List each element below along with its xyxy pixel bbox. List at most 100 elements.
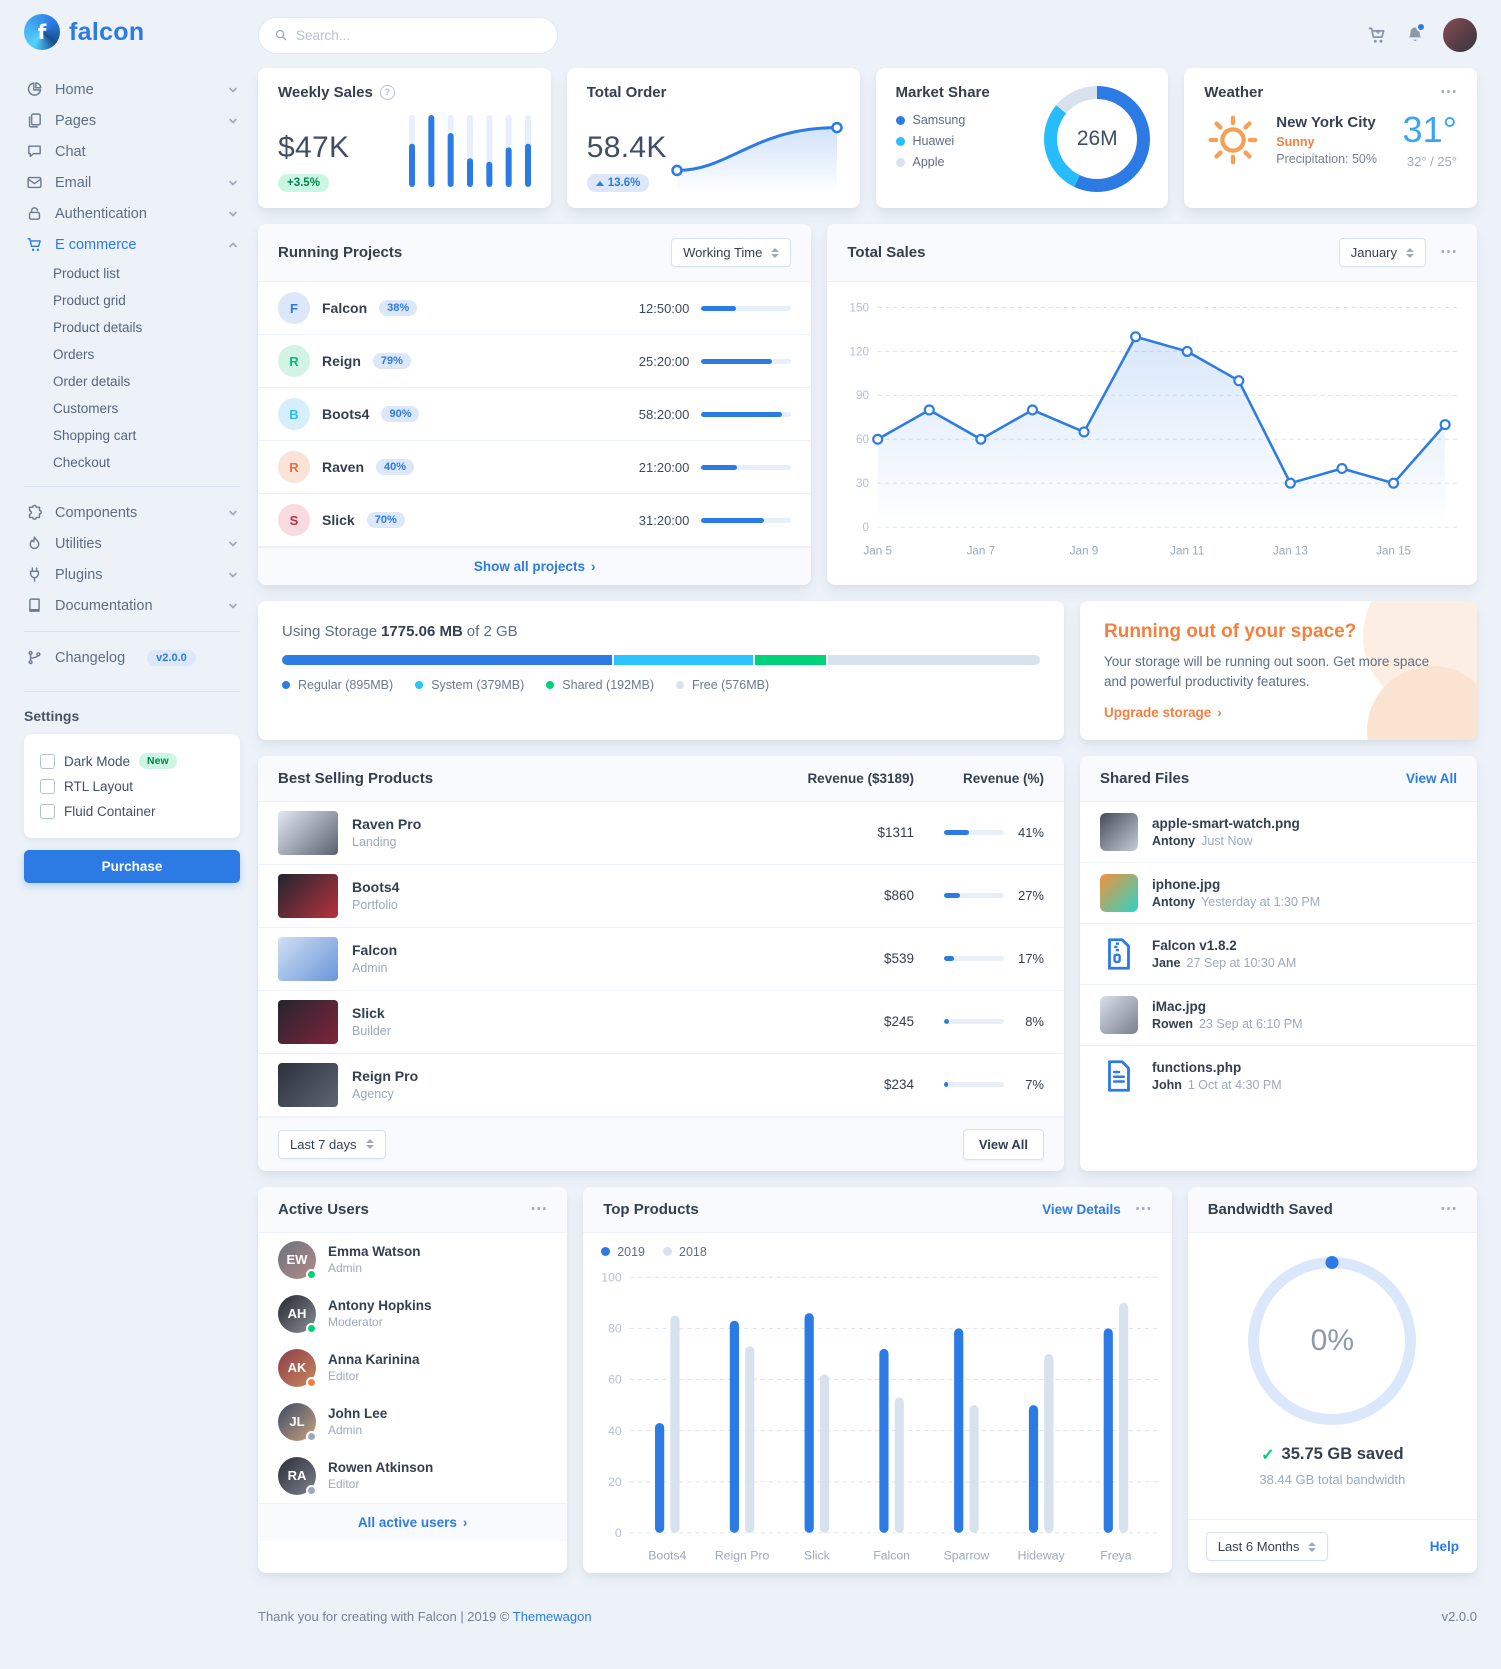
sidebar-item[interactable]: Chat [24, 136, 240, 167]
file-item[interactable]: apple-smart-watch.png Antony Just Now [1080, 802, 1477, 863]
upgrade-storage-link[interactable]: Upgrade storage [1104, 705, 1222, 720]
file-item[interactable]: functions.php John 1 Oct at 4:30 PM [1080, 1046, 1477, 1107]
product-row: Reign Pro Agency $234 7% [258, 1054, 1064, 1117]
search-box[interactable] [258, 16, 558, 54]
svg-text:Jan 11: Jan 11 [1171, 544, 1205, 557]
sidebar-item[interactable]: Plugins [24, 559, 240, 590]
sidebar-subitem[interactable]: Product details [53, 320, 143, 335]
sidebar-subitem[interactable]: Product grid [53, 293, 126, 308]
sidebar-item[interactable]: Authentication [24, 198, 240, 229]
storage-label: Using Storage 1775.06 MB of 2 GB [282, 623, 518, 640]
setting-option[interactable]: Fluid Container [40, 799, 224, 824]
sidebar-item[interactable]: Documentation [24, 590, 240, 621]
file-item[interactable]: Falcon v1.8.2 Jane 27 Sep at 10:30 AM [1080, 924, 1477, 985]
file-item[interactable]: iphone.jpg Antony Yesterday at 1:30 PM [1080, 863, 1477, 924]
project-progress-bar [701, 517, 792, 523]
sidebar-item[interactable]: Pages [24, 105, 240, 136]
product-type: Portfolio [352, 898, 398, 912]
sidebar-item[interactable]: E commerce [24, 229, 240, 260]
sidebar-subitem[interactable]: Orders [53, 347, 95, 362]
storage-bar [282, 655, 1040, 665]
range-select[interactable]: Last 6 Months [1205, 1532, 1329, 1562]
sidebar-subitem[interactable]: Customers [53, 401, 119, 416]
project-progress-badge: 90% [381, 406, 420, 422]
project-row: R Raven 40% 21:20:00 [258, 441, 812, 494]
sidebar-item[interactable]: Components [24, 497, 240, 528]
menu-dots-icon[interactable] [1440, 249, 1457, 256]
sidebar-subitem[interactable]: Order details [53, 374, 131, 389]
view-all-button[interactable]: View All [962, 1128, 1044, 1160]
project-name[interactable]: Boots4 [322, 406, 370, 422]
product-name[interactable]: Slick [352, 1005, 385, 1021]
project-name[interactable]: Raven [322, 459, 365, 475]
sidebar-item[interactable]: Changelog v2.0.0 [24, 642, 240, 673]
product-row: Boots4 Portfolio $860 27% [258, 865, 1064, 928]
user-name[interactable]: Emma Watson [328, 1244, 421, 1259]
product-revenue: $539 [883, 951, 914, 966]
themewagon-link[interactable]: Themewagon [512, 1609, 592, 1625]
sidebar-subitem[interactable]: Checkout [53, 455, 111, 470]
sidebar-subitem[interactable]: Shopping cart [53, 428, 137, 443]
project-avatar: B [278, 398, 310, 430]
legend-dot [676, 681, 684, 689]
cart-icon[interactable] [1367, 25, 1387, 45]
svg-text:100: 100 [601, 1270, 622, 1284]
brand-logo[interactable]: falcon [24, 14, 240, 50]
sidebar-item[interactable]: Email [24, 167, 240, 198]
bell-icon[interactable] [1405, 22, 1426, 45]
all-active-users-link[interactable]: All active users [358, 1515, 468, 1530]
menu-dots-icon[interactable] [1135, 1206, 1152, 1213]
project-name[interactable]: Reign [322, 353, 361, 369]
menu-dots-icon[interactable] [1440, 89, 1457, 96]
user-name[interactable]: John Lee [328, 1406, 388, 1421]
user-name[interactable]: Antony Hopkins [328, 1298, 432, 1313]
file-item[interactable]: iMac.jpg Rowen 23 Sep at 6:10 PM [1080, 985, 1477, 1046]
user-name[interactable]: Rowen Atkinson [328, 1460, 434, 1475]
product-revenue-bar [944, 1019, 1004, 1024]
select-value: Last 6 Months [1217, 1539, 1300, 1555]
search-input[interactable] [296, 27, 542, 43]
svg-text:Jan 7: Jan 7 [967, 544, 995, 557]
product-name[interactable]: Reign Pro [352, 1068, 419, 1084]
project-name[interactable]: Slick [322, 512, 355, 528]
working-time-select[interactable]: Working Time [671, 238, 792, 267]
sidebar-subitem[interactable]: Product list [53, 266, 120, 281]
checkbox[interactable] [40, 753, 55, 769]
help-icon[interactable] [379, 85, 395, 100]
project-time: 25:20:00 [638, 353, 690, 369]
svg-text:60: 60 [608, 1372, 622, 1386]
svg-text:Sparrow: Sparrow [944, 1548, 990, 1562]
purchase-button[interactable]: Purchase [24, 850, 240, 883]
view-all-link[interactable]: View All [1405, 770, 1457, 786]
product-name[interactable]: Falcon [352, 942, 398, 958]
setting-option[interactable]: Dark Mode New [40, 748, 224, 774]
sidebar-item[interactable]: Home [24, 74, 240, 105]
nav-icon [26, 174, 43, 191]
sidebar-item[interactable]: Utilities [24, 528, 240, 559]
user-role: Admin [328, 1261, 363, 1275]
setting-option[interactable]: RTL Layout [40, 774, 224, 799]
file-author: Rowen [1152, 1016, 1193, 1031]
nav-icon [26, 143, 43, 160]
checkbox[interactable] [40, 804, 55, 819]
total-sales-title: Total Sales [847, 244, 926, 261]
user-row: JL John Lee Admin [258, 1395, 567, 1449]
project-time: 12:50:00 [638, 300, 690, 316]
project-time: 31:20:00 [638, 512, 690, 528]
storage-legend-item: System (379MB) [415, 678, 524, 692]
project-name[interactable]: Falcon [322, 300, 368, 316]
product-name[interactable]: Raven Pro [352, 816, 422, 832]
menu-dots-icon[interactable] [530, 1206, 547, 1213]
month-select[interactable]: January [1338, 238, 1426, 267]
user-avatar[interactable] [1443, 18, 1477, 52]
help-link[interactable]: Help [1429, 1539, 1459, 1555]
period-select[interactable]: Last 7 days [278, 1129, 386, 1159]
nav-label: Changelog [55, 649, 126, 666]
weather-card: Weather New York City Sunny Precipitatio… [1184, 68, 1477, 208]
menu-dots-icon[interactable] [1440, 1206, 1457, 1213]
user-name[interactable]: Anna Karinina [328, 1352, 420, 1367]
view-details-link[interactable]: View Details [1042, 1201, 1121, 1217]
checkbox[interactable] [40, 779, 55, 794]
show-all-projects-link[interactable]: Show all projects [474, 559, 596, 574]
product-name[interactable]: Boots4 [352, 879, 400, 895]
